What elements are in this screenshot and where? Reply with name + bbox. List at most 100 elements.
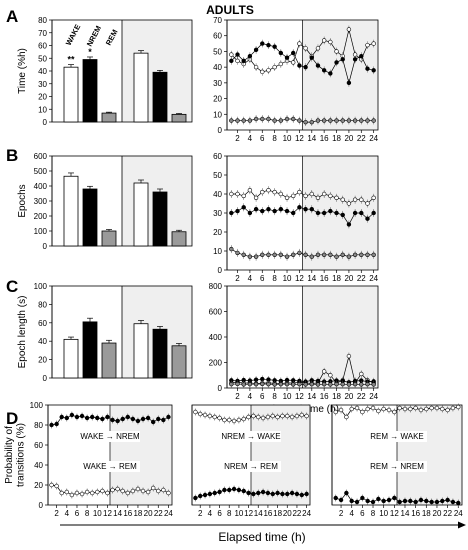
dark-phase-shading bbox=[397, 405, 462, 505]
data-point bbox=[434, 499, 440, 505]
series-line-2 bbox=[231, 383, 374, 385]
data-point bbox=[315, 195, 321, 201]
data-point bbox=[253, 116, 259, 122]
data-point bbox=[334, 195, 339, 201]
data-point bbox=[365, 406, 370, 412]
data-point bbox=[297, 118, 302, 123]
data-point bbox=[328, 373, 333, 378]
data-point bbox=[95, 415, 100, 421]
x-tick-label: 4 bbox=[248, 392, 253, 401]
bar-rem-dark bbox=[171, 231, 187, 247]
data-point bbox=[440, 498, 445, 504]
bar-wake-light bbox=[63, 66, 79, 123]
data-point bbox=[315, 63, 321, 68]
data-point bbox=[231, 418, 237, 424]
x-tick-label: 14 bbox=[307, 392, 316, 401]
data-point bbox=[359, 118, 364, 123]
data-point bbox=[246, 414, 251, 420]
data-point bbox=[202, 412, 208, 418]
x-tick-label: 2 bbox=[235, 274, 240, 283]
data-point bbox=[297, 381, 302, 387]
label-backdrop bbox=[80, 461, 140, 472]
data-point bbox=[321, 381, 327, 387]
data-point bbox=[359, 252, 364, 258]
data-point bbox=[321, 38, 327, 43]
data-point bbox=[303, 119, 308, 125]
data-point bbox=[236, 417, 242, 423]
data-point bbox=[450, 405, 456, 411]
data-point bbox=[321, 191, 327, 197]
data-point bbox=[376, 496, 381, 502]
data-point bbox=[156, 488, 161, 494]
y-axis-label: Epochs bbox=[17, 184, 28, 217]
data-point bbox=[229, 58, 234, 64]
data-point bbox=[386, 497, 392, 503]
y-tick-label: 0 bbox=[43, 374, 48, 383]
y-tick-label: 20 bbox=[38, 93, 47, 102]
data-point bbox=[247, 188, 253, 193]
data-point bbox=[90, 490, 95, 496]
data-point bbox=[278, 50, 284, 56]
data-point bbox=[291, 50, 296, 56]
x-tick-label: 10 bbox=[93, 509, 102, 518]
x-tick-label: 18 bbox=[133, 509, 142, 518]
y-tick-label: 20 bbox=[213, 95, 222, 104]
data-point bbox=[352, 381, 358, 387]
data-point bbox=[49, 482, 54, 488]
data-point bbox=[299, 412, 304, 418]
data-point bbox=[424, 498, 429, 504]
x-tick-label: 2 bbox=[235, 392, 240, 401]
data-point bbox=[328, 252, 333, 258]
data-point bbox=[74, 490, 80, 496]
data-point bbox=[272, 252, 277, 258]
data-point bbox=[397, 405, 402, 411]
data-point bbox=[299, 492, 304, 498]
data-point bbox=[260, 415, 266, 421]
data-point bbox=[95, 489, 100, 495]
data-point bbox=[450, 499, 456, 505]
data-point bbox=[266, 207, 271, 212]
data-point bbox=[241, 58, 246, 64]
data-point bbox=[260, 252, 265, 258]
data-point bbox=[235, 58, 240, 64]
data-point bbox=[120, 416, 125, 422]
data-point bbox=[193, 409, 198, 415]
x-tick-label: 22 bbox=[357, 134, 366, 143]
data-point bbox=[64, 489, 70, 495]
data-point bbox=[84, 415, 90, 421]
data-point bbox=[222, 487, 227, 493]
data-point bbox=[315, 118, 321, 123]
y-tick-label: 50 bbox=[213, 171, 222, 180]
data-point bbox=[284, 208, 290, 214]
data-point bbox=[359, 382, 364, 387]
x-tick-label: 10 bbox=[283, 134, 292, 143]
panel-letter-c: C bbox=[6, 277, 18, 296]
x-tick-label: 12 bbox=[390, 509, 399, 518]
data-point bbox=[285, 413, 290, 419]
data-point bbox=[304, 413, 309, 419]
data-point bbox=[338, 497, 344, 503]
x-tick-label: 22 bbox=[357, 392, 366, 401]
data-point bbox=[338, 407, 344, 413]
data-point bbox=[429, 405, 434, 411]
y-tick-label: 200 bbox=[209, 359, 223, 368]
x-tick-label: 2 bbox=[198, 509, 203, 518]
data-point bbox=[434, 405, 440, 411]
bar-rem-dark bbox=[171, 345, 187, 379]
x-tick-label: 12 bbox=[295, 134, 304, 143]
data-point bbox=[291, 382, 296, 387]
data-point bbox=[100, 416, 105, 422]
x-tick-label: 18 bbox=[422, 509, 431, 518]
data-point bbox=[456, 500, 461, 506]
y-axis-label: Epoch length (s) bbox=[17, 296, 28, 369]
y-axis-label: Time (%h) bbox=[17, 48, 28, 94]
data-point bbox=[294, 413, 300, 419]
data-point bbox=[344, 414, 349, 420]
y-tick-label: 80 bbox=[38, 16, 47, 25]
data-point bbox=[227, 417, 232, 423]
data-point bbox=[344, 490, 349, 496]
data-point bbox=[354, 405, 360, 411]
y-tick-label: 10 bbox=[38, 105, 47, 114]
data-point bbox=[429, 499, 434, 505]
